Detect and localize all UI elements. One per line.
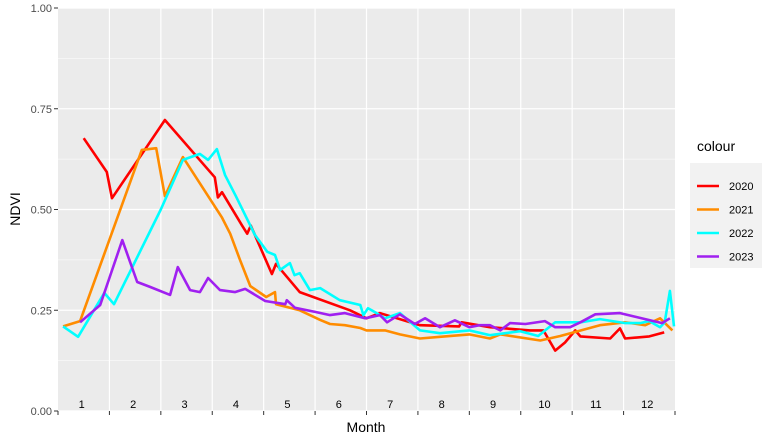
legend: colour 2020 2021 2022 2023 [690, 138, 762, 268]
legend-label: 2022 [729, 228, 753, 240]
y-tick-label: 0.25 [31, 305, 52, 317]
series-line-2022 [62, 147, 676, 339]
series-lines [62, 118, 676, 352]
series-line-2021 [62, 146, 674, 342]
x-tick-label: 8 [439, 399, 445, 411]
series-line-2023 [79, 238, 671, 332]
legend-label: 2020 [729, 181, 753, 193]
y-axis: 0.00 0.25 0.50 0.75 1.00 [31, 3, 58, 418]
legend-title: colour [697, 138, 735, 154]
x-tick-label: 1 [79, 399, 85, 411]
y-axis-title: NDVI [7, 192, 23, 225]
y-tick-label: 1.00 [31, 3, 52, 15]
y-tick-label: 0.00 [31, 406, 52, 418]
x-tick-label: 4 [233, 399, 239, 411]
x-tick-label: 3 [181, 399, 187, 411]
x-tick-label: 10 [538, 399, 550, 411]
x-axis: 1 2 3 4 5 6 7 8 9 10 11 12 [57, 399, 676, 415]
legend-label: 2023 [729, 252, 753, 264]
series-line-2020 [82, 118, 665, 352]
x-tick-label: 12 [641, 399, 653, 411]
x-axis-title: Month [347, 419, 386, 435]
x-tick-label: 5 [284, 399, 290, 411]
y-tick-label: 0.75 [31, 104, 52, 116]
x-tick-label: 11 [590, 399, 601, 411]
x-tick-label: 9 [490, 399, 496, 411]
x-tick-label: 7 [387, 399, 393, 411]
y-tick-label: 0.50 [31, 205, 52, 217]
x-tick-label: 6 [336, 399, 342, 411]
x-tick-label: 2 [130, 399, 136, 411]
legend-label: 2021 [729, 205, 753, 217]
